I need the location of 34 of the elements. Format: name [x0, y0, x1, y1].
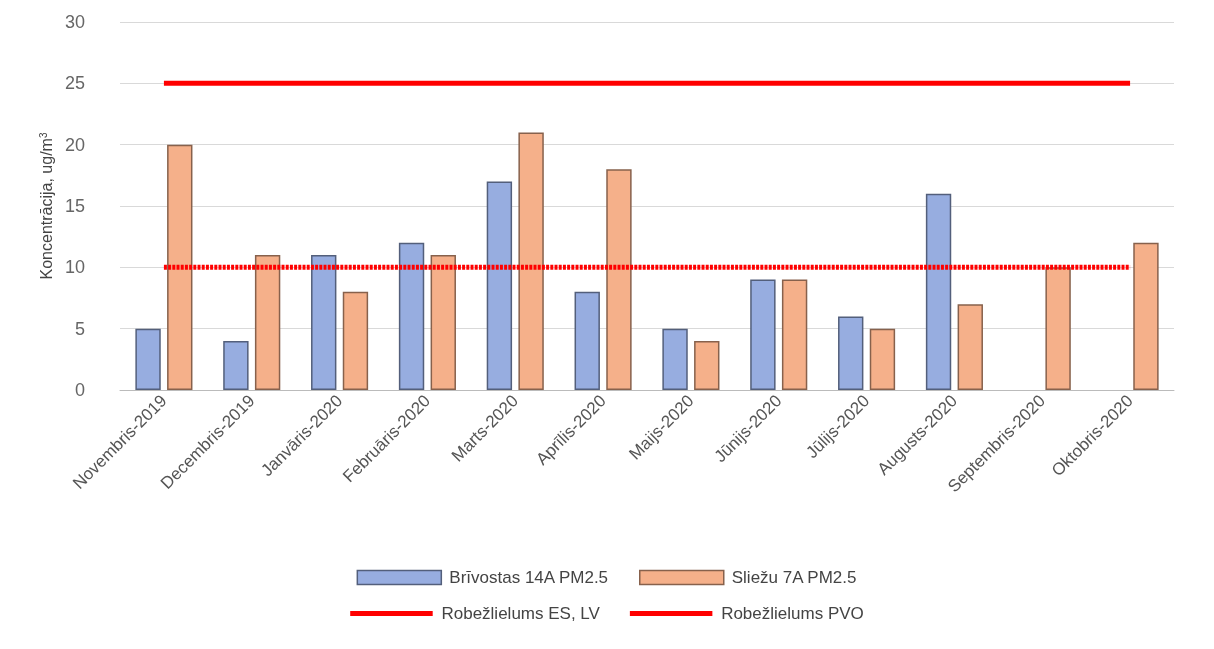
bar [223, 340, 249, 390]
y-tick-label: 15 [64, 196, 85, 216]
bar [662, 328, 688, 390]
bar [398, 242, 425, 390]
bar [574, 291, 600, 390]
bar [254, 255, 281, 390]
bar [486, 181, 513, 390]
bar [518, 132, 544, 390]
bar [694, 340, 720, 390]
y-tick-label: 10 [64, 257, 85, 278]
bar [781, 279, 808, 390]
legend-label: Sliežu 7A PM2.5 [731, 568, 857, 587]
bar [167, 144, 193, 390]
bar [1045, 267, 1071, 390]
y-tick-label: 25 [64, 73, 85, 94]
bar [311, 255, 337, 390]
legend-label: Robežlielums PVO [721, 604, 864, 623]
y-tick-label: 30 [64, 12, 85, 32]
bar [135, 328, 161, 390]
bar [869, 328, 896, 390]
y-axis-title: Koncentrācija, ug/m3 [37, 132, 55, 280]
bar [430, 255, 456, 390]
legend-label: Brīvostas 14A PM2.5 [449, 568, 609, 587]
bar [606, 169, 632, 390]
legend-label: Robežlielums ES, LV [441, 604, 601, 623]
y-tick-label: 5 [74, 318, 85, 339]
y-tick-label: 0 [74, 380, 85, 400]
bar [925, 193, 952, 390]
y-tick-label: 20 [64, 134, 85, 155]
bar [750, 279, 776, 390]
bar [1133, 242, 1159, 390]
bar [838, 316, 864, 390]
bar [342, 291, 369, 390]
bar [957, 304, 983, 390]
